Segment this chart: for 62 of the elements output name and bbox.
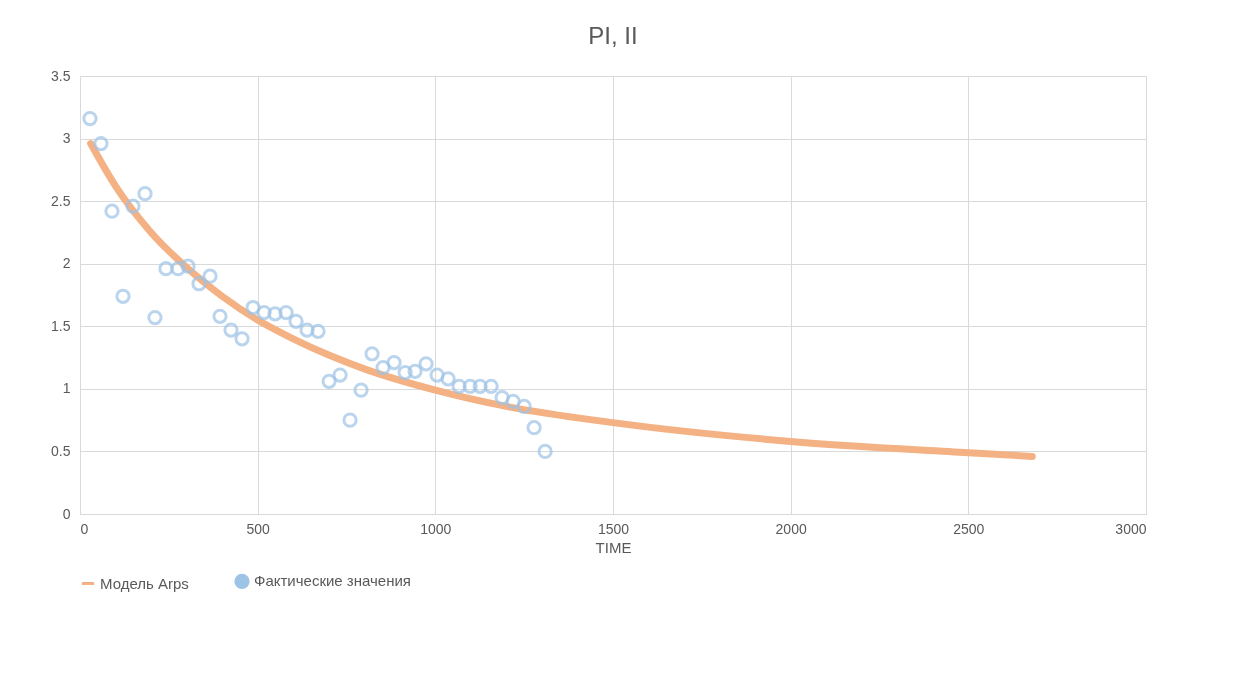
point [288,313,304,329]
point [125,198,141,214]
point [256,304,272,321]
point [429,367,445,383]
point [462,378,478,394]
point [223,322,239,338]
point [537,443,553,460]
y-tick-label: 3.5 [51,67,71,84]
point [93,135,109,152]
point [342,412,358,428]
point [202,268,218,284]
legend-label: Фактические значения [254,572,411,590]
point [158,261,174,277]
x-tick-label: 3000 [1115,520,1147,537]
y-tick-label: 3 [62,130,71,147]
point [364,346,380,362]
point [321,373,337,389]
point [147,309,163,326]
point [137,186,153,202]
point [310,323,326,339]
x-tick-label: 500 [246,520,271,537]
point [472,378,488,394]
x-tick-label: 2000 [775,520,807,537]
point [397,364,413,381]
point [170,261,186,277]
point [483,378,499,394]
point [418,356,434,372]
point [278,304,294,321]
y-tick-label: 1 [62,380,71,397]
point [353,382,369,398]
x-axis-title: TIME [595,538,632,556]
point [407,363,423,379]
point [451,378,467,394]
point [82,110,98,127]
x-tick-label: 1500 [597,520,630,537]
point [115,288,131,304]
point [332,367,348,383]
point [234,331,250,347]
point [299,322,315,338]
y-tick-label: 1.5 [51,317,71,334]
point [212,308,228,324]
point [440,371,456,387]
y-tick-label: 0.5 [51,442,71,459]
point [267,306,283,322]
point [526,420,542,436]
point [104,203,120,219]
y-tick-label: 2.5 [51,192,71,209]
y-tick-label: 2 [62,255,71,272]
x-tick-label: 2500 [953,520,985,537]
point [245,299,261,316]
point [180,258,196,274]
point [516,398,532,414]
y-tick-label: 0 [62,505,71,522]
x-tick-label: 1000 [420,520,452,537]
point [505,393,521,409]
point [191,276,207,292]
point [494,390,510,406]
point [386,354,402,371]
point [375,359,391,376]
x-tick-label: 0 [80,520,89,537]
chart-title: PI, II [588,22,638,49]
legend-label: Модель Arps [100,574,189,592]
